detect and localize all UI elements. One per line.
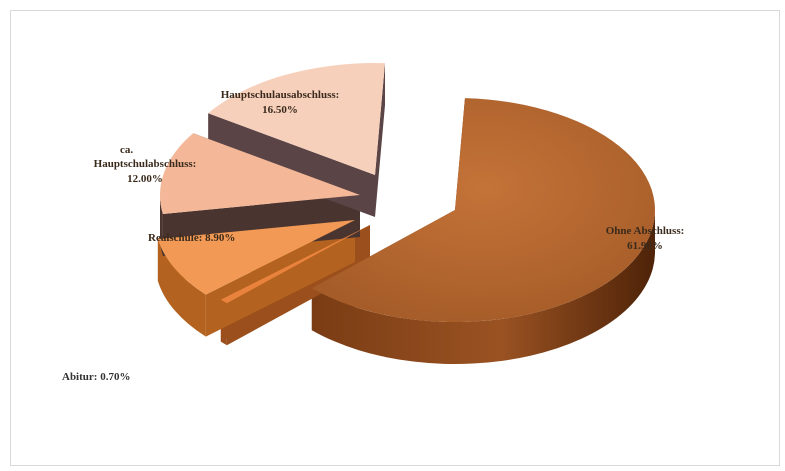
slice-label-abitur: Abitur: 0.70%: [62, 371, 130, 383]
slice-label-hauptschulabschluss: Hauptschulabschluss: 12.00%: [94, 158, 197, 185]
slice-realschule-wall: [157, 238, 206, 337]
slice-abitur[interactable]: [220, 225, 370, 304]
slice-ohne-abschluss-wall: [311, 210, 655, 364]
slice-hauptschulausabschluss[interactable]: [208, 62, 385, 175]
slice-hauptschulausabschluss-cut-face: [375, 63, 385, 218]
slice-label-realschule: Realschule: 8.90%: [148, 232, 235, 244]
slice-ohne-abschluss[interactable]: [311, 98, 655, 322]
slice-hauptschulabschluss[interactable]: [160, 133, 360, 214]
extra-label-0: ca.: [120, 144, 133, 156]
slice-realschule[interactable]: [157, 220, 355, 295]
slice-label-ohne-abschluss: Ohne Abschluss: 61.90%: [606, 225, 685, 252]
slice-label-hauptschulausabschluss: Hauptschulausabschluss: 16.50%: [221, 89, 340, 116]
